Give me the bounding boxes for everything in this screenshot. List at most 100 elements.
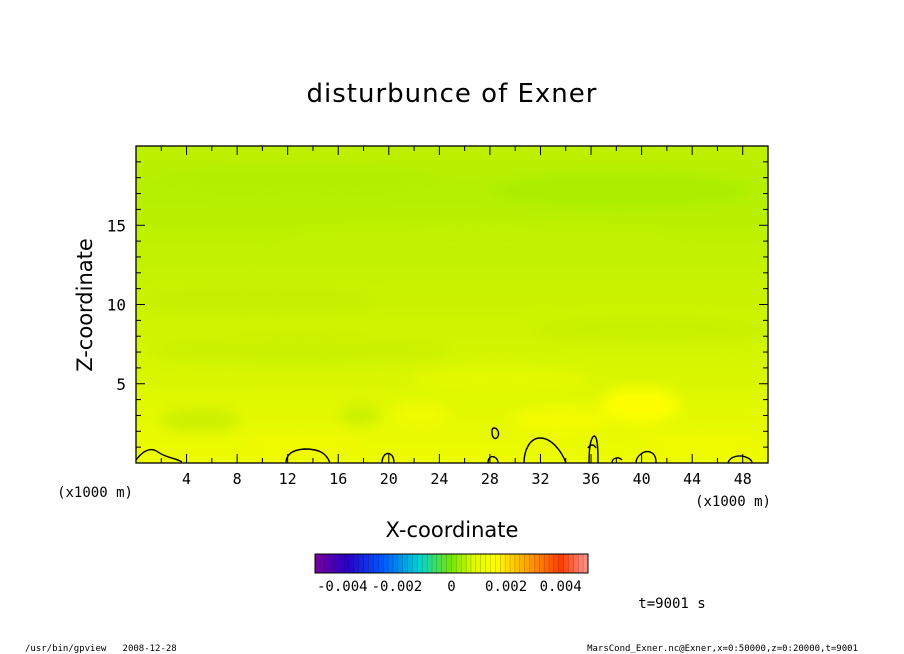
colorbar-cell: [553, 553, 560, 574]
colorbar-cell: [524, 553, 531, 574]
colorbar-cell: [446, 553, 453, 574]
x-unit-label-left: (x1000 m): [57, 485, 133, 501]
x-tick-label: 12: [279, 470, 297, 488]
colorbar-frame: [314, 553, 589, 574]
colorbar-cell: [514, 553, 521, 574]
x-tick-label: 16: [329, 470, 347, 488]
colorbar-cell: [534, 553, 540, 574]
y-axis-label: Z-coordinate: [73, 238, 97, 372]
colorbar-cell: [485, 553, 492, 574]
colorbar-labels: -0.004 -0.002 0 0.002 0.004: [317, 579, 582, 595]
x-tick-label: 44: [683, 470, 701, 488]
colorbar-cell: [387, 553, 394, 574]
colorbar-cell: [358, 553, 365, 574]
contour-line: [523, 437, 567, 463]
contour-line: [587, 444, 597, 449]
colorbar-cell: [378, 553, 384, 574]
colorbar-cell: [392, 553, 399, 574]
time-label: t=9001 s: [638, 596, 705, 612]
colorbar-cell: [436, 553, 443, 574]
footer-right: MarsCond_Exner.nc@Exner,x=0:50000,z=0:20…: [587, 644, 858, 654]
colorbar-cell: [363, 553, 370, 574]
y-axis-ticks: 5 10 15: [107, 161, 768, 448]
colorbar-cell: [348, 553, 355, 574]
colorbar-tick-label: -0.002: [372, 579, 423, 595]
y-tick-label: 15: [107, 216, 126, 235]
colorbar-cell: [558, 553, 565, 574]
colorbar-cell: [339, 553, 345, 574]
colorbar-cell: [539, 553, 545, 574]
x-tick-label: 24: [430, 470, 448, 488]
colorbar-cell: [451, 553, 457, 574]
colorbar-cell: [319, 553, 326, 574]
colorbar-cell: [465, 553, 472, 574]
y-tick-label: 10: [107, 296, 126, 315]
x-axis-ticks: 4 8 12 16 20 24 28 32 36 40 44 48: [160, 146, 752, 488]
colorbar-cell: [495, 553, 501, 574]
colorbar-cell: [509, 553, 516, 574]
colorbar-cell: [402, 553, 409, 574]
colorbar-cell: [334, 553, 340, 574]
contour-line: [136, 448, 183, 463]
x-tick-label: 48: [734, 470, 752, 488]
colorbar-cell: [548, 553, 555, 574]
colorbar: -0.004 -0.002 0 0.002 0.004: [314, 553, 589, 595]
colorbar-tick-label: 0: [447, 579, 455, 595]
x-tick-label: 36: [582, 470, 600, 488]
colorbar-cell: [519, 553, 526, 574]
colorbar-tick-label: 0.002: [485, 579, 527, 595]
contour-line: [381, 452, 395, 463]
colorbar-cell: [383, 553, 389, 574]
contour-line: [487, 455, 499, 463]
colorbar-cell: [543, 553, 550, 574]
colorbar-cell: [353, 553, 360, 574]
colorbar-cell: [504, 553, 511, 574]
colorbar-cell: [407, 553, 414, 574]
colorbar-cell: [470, 553, 477, 574]
x-axis-label: X-coordinate: [386, 518, 519, 542]
colorbar-cell: [529, 553, 535, 574]
contour-line: [635, 450, 657, 463]
colorbar-cell: [431, 553, 438, 574]
colorbar-cell: [324, 553, 331, 574]
colorbar-cell: [480, 553, 487, 574]
colorbar-cell: [500, 553, 506, 574]
colorbar-cell: [461, 553, 467, 574]
y-tick-label: 5: [116, 375, 126, 394]
contour-line: [611, 457, 623, 463]
colorbar-cell: [314, 553, 321, 574]
colorbar-tick-label: 0.004: [540, 579, 582, 595]
contour-line: [491, 427, 500, 440]
colorbar-tick-label: -0.004: [317, 579, 368, 595]
x-tick-label: 32: [531, 470, 549, 488]
colorbar-cell: [456, 553, 462, 574]
colorbar-cell: [441, 553, 448, 574]
colorbar-cell: [573, 553, 579, 574]
contour-line: [727, 455, 753, 463]
colorbar-cell: [422, 553, 428, 574]
chart-title: disturbunce of Exner: [307, 79, 598, 109]
colorbar-cell: [490, 553, 496, 574]
plot-area: [136, 146, 768, 463]
x-tick-label: 28: [481, 470, 499, 488]
colorbar-cell: [417, 553, 423, 574]
colorbar-cells: [314, 553, 589, 574]
x-tick-label: 8: [233, 470, 242, 488]
x-tick-label: 40: [633, 470, 651, 488]
field-blotches: [140, 166, 768, 455]
colorbar-cell: [344, 553, 350, 574]
colorbar-cell: [578, 553, 584, 574]
colorbar-cell: [426, 553, 433, 574]
x-tick-label: 4: [182, 470, 191, 488]
colorbar-cell: [412, 553, 418, 574]
x-unit-label-right: (x1000 m): [695, 494, 771, 510]
colorbar-cell: [563, 553, 570, 574]
colorbar-cell: [373, 553, 379, 574]
colorbar-cell: [397, 553, 404, 574]
contour-lines: [136, 427, 753, 463]
x-tick-label: 20: [380, 470, 398, 488]
colorbar-cell: [568, 553, 574, 574]
contour-line: [588, 435, 599, 463]
colorbar-cell: [475, 553, 482, 574]
